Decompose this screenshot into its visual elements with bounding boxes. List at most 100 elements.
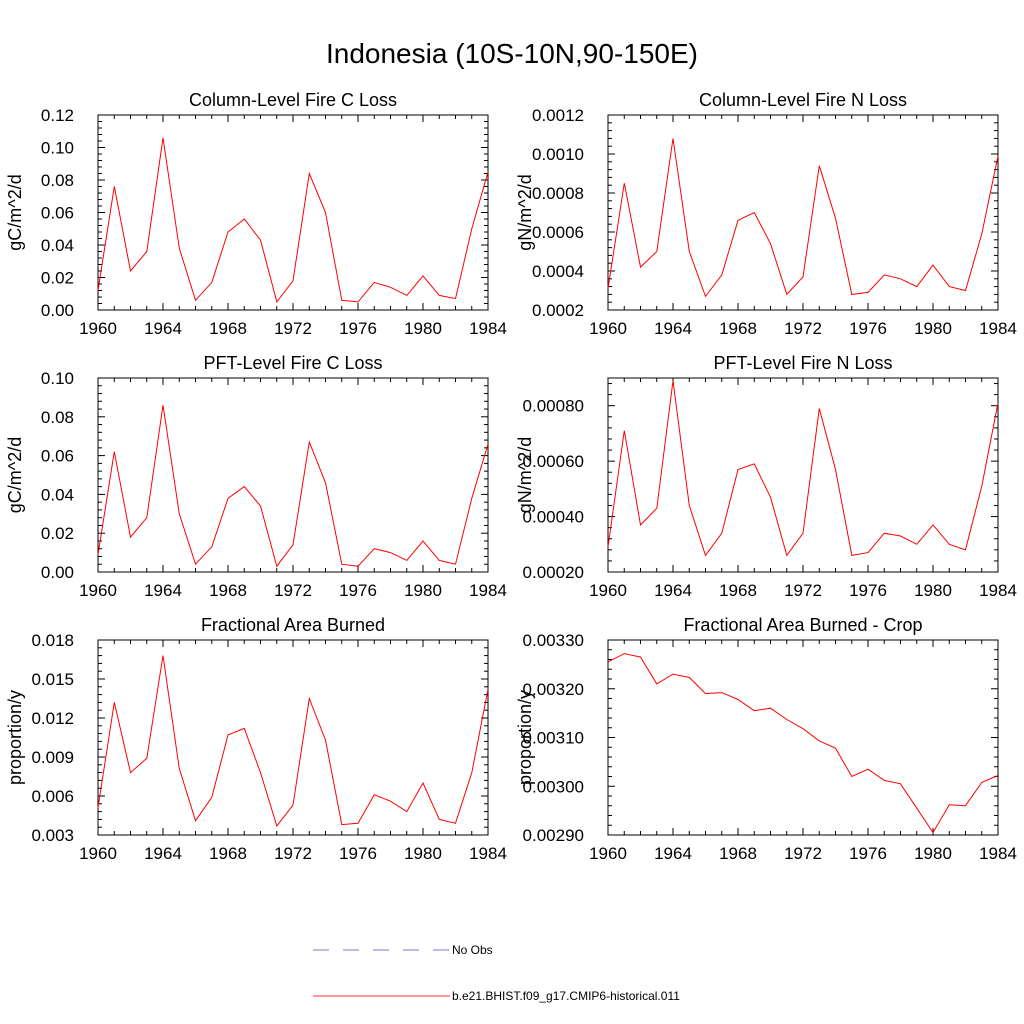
legend-label-model: b.e21.BHIST.f09_g17.CMIP6-historical.011	[452, 989, 680, 1003]
y-axis-label: proportion/y	[5, 690, 25, 785]
x-tick-label: 1968	[719, 319, 757, 338]
chart-panel-4: PFT-Level Fire N Loss gN/m^2/d 1960 1964 196…	[515, 353, 1017, 600]
x-tick-label: 1968	[209, 581, 247, 600]
x-tick-label: 1960	[79, 844, 117, 863]
plot-frame	[607, 114, 999, 311]
y-tick-label: 0.06	[41, 204, 74, 223]
y-tick-label: 0.00290	[523, 826, 584, 845]
x-tick-label: 1972	[784, 844, 822, 863]
panel-title: Fractional Area Burned - Crop	[683, 615, 922, 635]
x-tick-label: 1980	[914, 581, 952, 600]
chart-panel-5: Fractional Area Burned proportion/y 1960 19…	[5, 615, 507, 863]
chart-panel-6: Fractional Area Burned - Crop proportion/…	[515, 615, 1017, 863]
x-tick-label: 1984	[469, 844, 507, 863]
x-tick-label: 1960	[589, 319, 627, 338]
y-tick-label: 0.00310	[523, 729, 584, 748]
x-tick-label: 1976	[849, 844, 887, 863]
y-tick-label: 0.10	[41, 139, 74, 158]
x-tick-label: 1972	[274, 319, 312, 338]
y-tick-label: 0.006	[31, 787, 74, 806]
x-tick-label: 1964	[144, 844, 182, 863]
x-tick-label: 1980	[404, 581, 442, 600]
y-tick-label: 0.0006	[532, 223, 584, 242]
y-axis-label: gC/m^2/d	[5, 174, 25, 250]
panel-title: PFT-Level Fire N Loss	[713, 353, 892, 373]
plot-frame	[607, 377, 999, 573]
y-tick-label: 0.02	[41, 269, 74, 288]
x-tick-label: 1968	[719, 581, 757, 600]
x-tick-label: 1976	[339, 581, 377, 600]
chart-panel-3: PFT-Level Fire C Loss gC/m^2/d 1960 1964 196…	[5, 353, 507, 600]
panel-title: Column-Level Fire N Loss	[699, 90, 907, 110]
series-line	[607, 138, 999, 298]
x-tick-label: 1968	[209, 319, 247, 338]
x-tick-label: 1984	[979, 319, 1017, 338]
x-tick-label: 1976	[849, 581, 887, 600]
series-line	[607, 380, 999, 557]
y-tick-label: 0.12	[41, 106, 74, 125]
panel-title: Fractional Area Burned	[201, 615, 385, 635]
x-tick-label: 1960	[79, 319, 117, 338]
series-line	[97, 137, 489, 304]
y-tick-label: 0.00300	[523, 777, 584, 796]
x-tick-label: 1984	[469, 319, 507, 338]
y-tick-label: 0.0010	[532, 145, 584, 164]
y-axis-label: gN/m^2/d	[515, 174, 535, 250]
y-tick-label: 0.0002	[532, 301, 584, 320]
y-tick-label: 0.012	[31, 709, 74, 728]
x-tick-label: 1964	[654, 581, 692, 600]
y-tick-label: 0.00	[41, 563, 74, 582]
legend-label-no-obs: No Obs	[452, 943, 493, 957]
y-tick-label: 0.018	[31, 631, 74, 650]
y-tick-label: 0.00040	[523, 508, 584, 527]
x-tick-label: 1976	[339, 844, 377, 863]
series-line	[97, 405, 489, 568]
x-tick-label: 1964	[654, 319, 692, 338]
y-tick-label: 0.0012	[532, 106, 584, 125]
x-tick-label: 1980	[404, 319, 442, 338]
y-tick-label: 0.02	[41, 524, 74, 543]
x-tick-label: 1976	[339, 319, 377, 338]
x-tick-label: 1964	[654, 844, 692, 863]
y-axis-label: gN/m^2/d	[515, 437, 535, 513]
y-tick-label: 0.00060	[523, 452, 584, 471]
x-tick-label: 1964	[144, 319, 182, 338]
x-tick-label: 1972	[274, 844, 312, 863]
x-tick-label: 1960	[589, 581, 627, 600]
x-tick-label: 1980	[914, 844, 952, 863]
legend: No Obs b.e21.BHIST.f09_g17.CMIP6-historic…	[313, 943, 680, 1003]
y-tick-label: 0.00080	[523, 397, 584, 416]
y-tick-label: 0.04	[41, 485, 74, 504]
y-axis-label: proportion/y	[515, 690, 535, 785]
y-tick-label: 0.003	[31, 826, 74, 845]
y-tick-label: 0.00	[41, 301, 74, 320]
x-tick-label: 1976	[849, 319, 887, 338]
y-tick-label: 0.06	[41, 447, 74, 466]
y-tick-label: 0.10	[41, 369, 74, 388]
y-tick-label: 0.00320	[523, 680, 584, 699]
y-tick-label: 0.009	[31, 748, 74, 767]
y-tick-label: 0.0004	[532, 262, 584, 281]
panel-title: Column-Level Fire C Loss	[189, 90, 397, 110]
x-tick-label: 1984	[979, 581, 1017, 600]
series-line	[607, 653, 999, 834]
x-tick-label: 1968	[719, 844, 757, 863]
x-tick-label: 1980	[914, 319, 952, 338]
panel-title: PFT-Level Fire C Loss	[203, 353, 382, 373]
x-tick-label: 1980	[404, 844, 442, 863]
series-line	[97, 655, 489, 827]
y-tick-label: 0.04	[41, 236, 74, 255]
x-tick-label: 1984	[469, 581, 507, 600]
x-tick-label: 1968	[209, 844, 247, 863]
y-tick-label: 0.00020	[523, 563, 584, 582]
x-tick-label: 1960	[589, 844, 627, 863]
page-title: Indonesia (10S-10N,90-150E)	[325, 38, 698, 69]
y-tick-label: 0.015	[31, 670, 74, 689]
y-tick-label: 0.08	[41, 171, 74, 190]
x-tick-label: 1984	[979, 844, 1017, 863]
x-tick-label: 1960	[79, 581, 117, 600]
chart-panel-2: Column-Level Fire N Loss gN/m^2/d 1960 1964…	[515, 90, 1017, 338]
x-tick-label: 1972	[274, 581, 312, 600]
y-tick-label: 0.00330	[523, 631, 584, 650]
